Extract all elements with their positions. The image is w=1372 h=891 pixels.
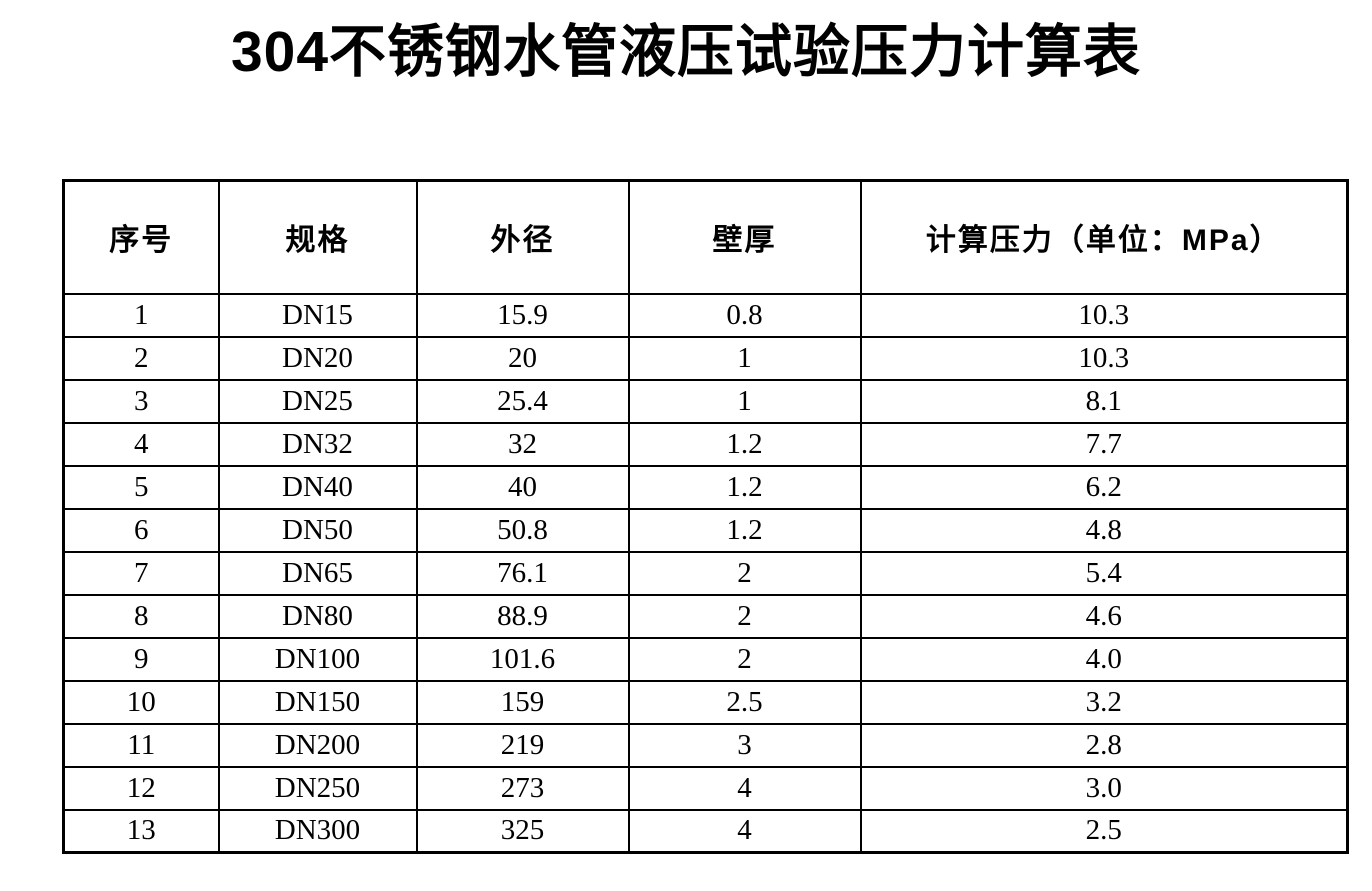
column-header-outer-diameter: 外径 bbox=[415, 179, 630, 295]
cell-wall-thickness: 2.5 bbox=[627, 679, 862, 725]
cell-pressure: 8.1 bbox=[859, 378, 1349, 424]
cell-index: 8 bbox=[62, 593, 220, 639]
cell-outer-diameter: 32 bbox=[415, 421, 630, 467]
cell-outer-diameter: 40 bbox=[415, 464, 630, 510]
cell-outer-diameter: 273 bbox=[415, 765, 630, 811]
cell-outer-diameter: 76.1 bbox=[415, 550, 630, 596]
column-header-spec: 规格 bbox=[217, 179, 418, 295]
cell-wall-thickness: 2 bbox=[627, 593, 862, 639]
cell-pressure: 4.0 bbox=[859, 636, 1349, 682]
cell-outer-diameter: 88.9 bbox=[415, 593, 630, 639]
cell-index: 5 bbox=[62, 464, 220, 510]
cell-wall-thickness: 2 bbox=[627, 636, 862, 682]
cell-outer-diameter: 50.8 bbox=[415, 507, 630, 553]
cell-spec: DN250 bbox=[217, 765, 418, 811]
table-header-row: 序号 规格 外径 壁厚 计算压力（单位：MPa） bbox=[62, 179, 1349, 295]
cell-index: 4 bbox=[62, 421, 220, 467]
cell-outer-diameter: 159 bbox=[415, 679, 630, 725]
table-row: 12 DN250 273 4 3.0 bbox=[62, 765, 1349, 811]
cell-pressure: 3.2 bbox=[859, 679, 1349, 725]
cell-pressure: 10.3 bbox=[859, 335, 1349, 381]
cell-outer-diameter: 101.6 bbox=[415, 636, 630, 682]
cell-spec: DN150 bbox=[217, 679, 418, 725]
column-header-pressure: 计算压力（单位：MPa） bbox=[859, 179, 1349, 295]
cell-spec: DN200 bbox=[217, 722, 418, 768]
cell-index: 13 bbox=[62, 808, 220, 854]
cell-pressure: 2.8 bbox=[859, 722, 1349, 768]
table-row: 7 DN65 76.1 2 5.4 bbox=[62, 550, 1349, 596]
cell-pressure: 10.3 bbox=[859, 292, 1349, 338]
cell-spec: DN50 bbox=[217, 507, 418, 553]
cell-spec: DN80 bbox=[217, 593, 418, 639]
cell-outer-diameter: 20 bbox=[415, 335, 630, 381]
cell-spec: DN20 bbox=[217, 335, 418, 381]
table-row: 1 DN15 15.9 0.8 10.3 bbox=[62, 292, 1349, 338]
cell-index: 1 bbox=[62, 292, 220, 338]
cell-index: 2 bbox=[62, 335, 220, 381]
table-row: 8 DN80 88.9 2 4.6 bbox=[62, 593, 1349, 639]
cell-spec: DN32 bbox=[217, 421, 418, 467]
cell-wall-thickness: 4 bbox=[627, 765, 862, 811]
table-row: 9 DN100 101.6 2 4.0 bbox=[62, 636, 1349, 682]
cell-spec: DN25 bbox=[217, 378, 418, 424]
cell-outer-diameter: 15.9 bbox=[415, 292, 630, 338]
table-row: 6 DN50 50.8 1.2 4.8 bbox=[62, 507, 1349, 553]
cell-pressure: 3.0 bbox=[859, 765, 1349, 811]
cell-pressure: 4.8 bbox=[859, 507, 1349, 553]
table-row: 4 DN32 32 1.2 7.7 bbox=[62, 421, 1349, 467]
cell-spec: DN300 bbox=[217, 808, 418, 854]
table-row: 10 DN150 159 2.5 3.2 bbox=[62, 679, 1349, 725]
table-row: 5 DN40 40 1.2 6.2 bbox=[62, 464, 1349, 510]
table-row: 11 DN200 219 3 2.8 bbox=[62, 722, 1349, 768]
cell-pressure: 2.5 bbox=[859, 808, 1349, 854]
table-row: 2 DN20 20 1 10.3 bbox=[62, 335, 1349, 381]
cell-wall-thickness: 1 bbox=[627, 378, 862, 424]
cell-pressure: 7.7 bbox=[859, 421, 1349, 467]
pressure-table: 序号 规格 外径 壁厚 计算压力（单位：MPa） 1 DN15 15.9 0.8 10.… bbox=[62, 179, 1349, 854]
cell-pressure: 4.6 bbox=[859, 593, 1349, 639]
table-row: 3 DN25 25.4 1 8.1 bbox=[62, 378, 1349, 424]
cell-wall-thickness: 0.8 bbox=[627, 292, 862, 338]
cell-wall-thickness: 1.2 bbox=[627, 464, 862, 510]
table-body: 1 DN15 15.9 0.8 10.3 2 DN20 20 1 10.3 3 DN25 25.4 1 8.… bbox=[62, 292, 1349, 854]
cell-index: 7 bbox=[62, 550, 220, 596]
cell-wall-thickness: 1 bbox=[627, 335, 862, 381]
column-header-index: 序号 bbox=[62, 179, 220, 295]
cell-spec: DN40 bbox=[217, 464, 418, 510]
cell-spec: DN65 bbox=[217, 550, 418, 596]
cell-outer-diameter: 325 bbox=[415, 808, 630, 854]
cell-pressure: 5.4 bbox=[859, 550, 1349, 596]
cell-index: 6 bbox=[62, 507, 220, 553]
cell-index: 9 bbox=[62, 636, 220, 682]
cell-pressure: 6.2 bbox=[859, 464, 1349, 510]
cell-index: 11 bbox=[62, 722, 220, 768]
column-header-wall-thickness: 壁厚 bbox=[627, 179, 862, 295]
cell-spec: DN15 bbox=[217, 292, 418, 338]
cell-wall-thickness: 3 bbox=[627, 722, 862, 768]
cell-outer-diameter: 25.4 bbox=[415, 378, 630, 424]
cell-index: 3 bbox=[62, 378, 220, 424]
cell-index: 12 bbox=[62, 765, 220, 811]
document-title: 304不锈钢水管液压试验压力计算表 bbox=[230, 20, 1142, 84]
cell-spec: DN100 bbox=[217, 636, 418, 682]
cell-index: 10 bbox=[62, 679, 220, 725]
cell-wall-thickness: 1.2 bbox=[627, 421, 862, 467]
cell-wall-thickness: 1.2 bbox=[627, 507, 862, 553]
table-row: 13 DN300 325 4 2.5 bbox=[62, 808, 1349, 854]
cell-wall-thickness: 4 bbox=[627, 808, 862, 854]
cell-outer-diameter: 219 bbox=[415, 722, 630, 768]
cell-wall-thickness: 2 bbox=[627, 550, 862, 596]
